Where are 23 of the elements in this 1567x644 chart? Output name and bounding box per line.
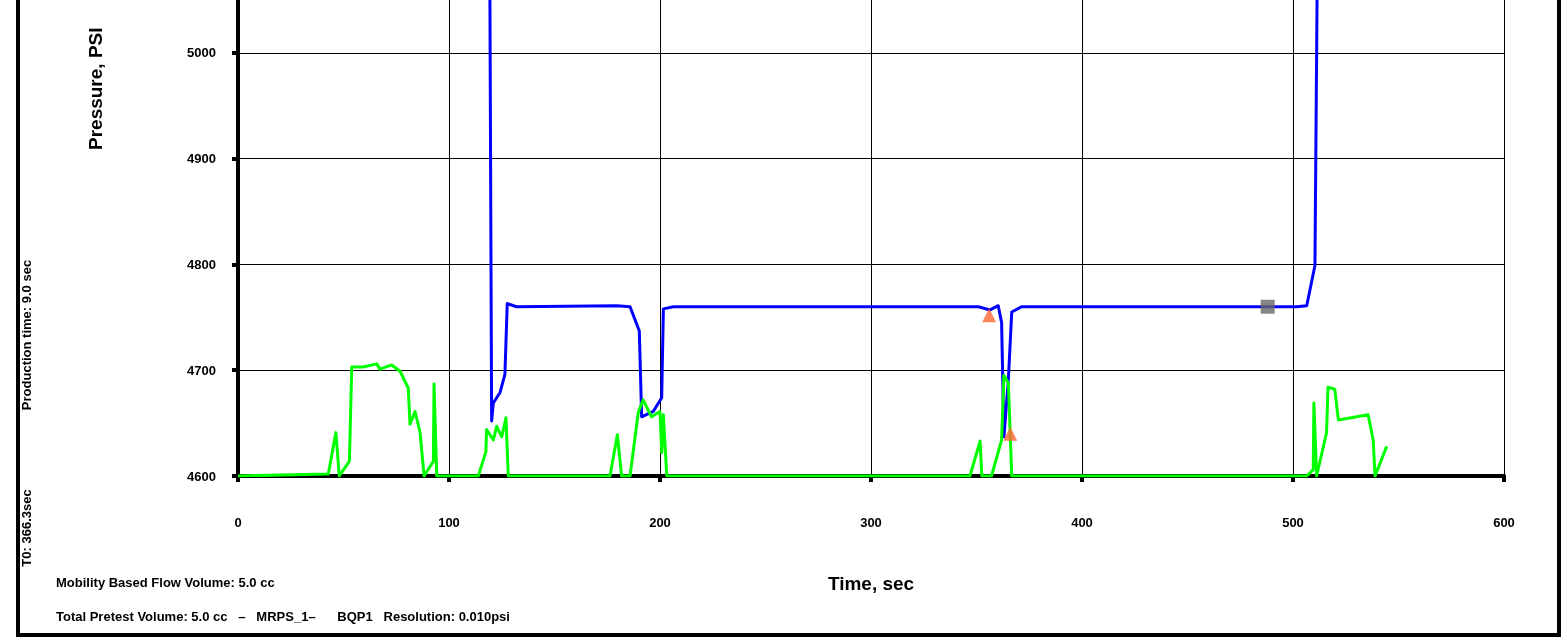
x-tick-label: 500 (1282, 515, 1304, 530)
y-axis-title: Pressure, PSI (84, 27, 106, 150)
line-series (488, 0, 1319, 439)
y-tick-label: 5000 (187, 45, 216, 61)
x-tick-label: 0 (234, 515, 242, 530)
x-axis-title: Time, sec (827, 573, 915, 594)
x-tick-label: 300 (860, 515, 882, 530)
x-tick-label: 400 (1071, 515, 1093, 530)
point (1003, 426, 1018, 441)
point (982, 308, 997, 323)
y-tick-label: 4600 (187, 468, 216, 484)
y-tick-label: 4800 (187, 256, 216, 272)
y-tick-label: 4700 (187, 362, 216, 378)
x-tick-label: 600 (1493, 515, 1515, 530)
text: T0: 366.3sec (18, 489, 34, 567)
x-tick-label: 100 (438, 515, 460, 530)
x-tick-label: 200 (649, 515, 671, 530)
y-tick-label: 4900 (187, 151, 216, 167)
text: Production time: 9.0 sec (18, 259, 34, 411)
line-series (236, 362, 1389, 478)
point (1260, 299, 1275, 314)
text: Mobility Based Flow Volume: 5.0 cc (56, 574, 275, 590)
text: Total Pretest Volume: 5.0 cc – MRPS_1– BQP1 Resolution: 0.010psi (56, 608, 510, 624)
